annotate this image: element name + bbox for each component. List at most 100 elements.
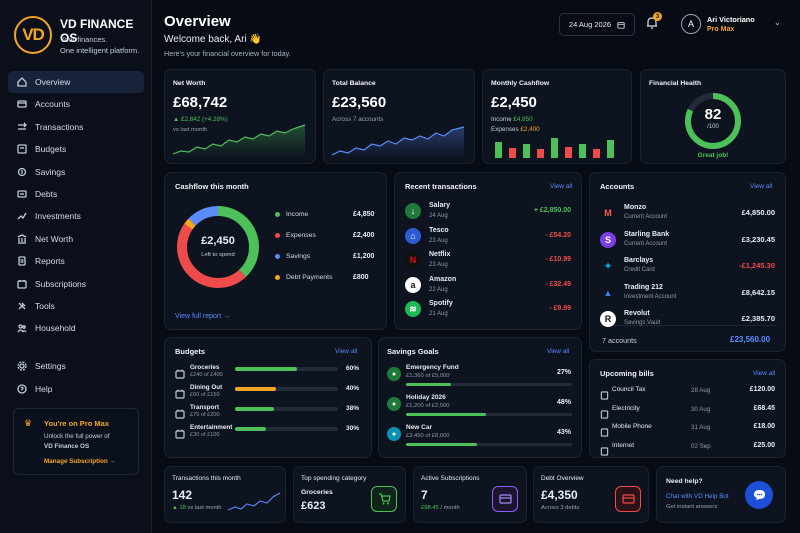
phone-icon: [600, 424, 609, 442]
bill-amount: £18.00: [753, 423, 775, 430]
budget-name[interactable]: Dining Out: [190, 384, 223, 391]
sidebar-item-label: Subscriptions: [35, 278, 87, 289]
transaction-date: 21 Aug: [429, 311, 448, 317]
transaction-date: 22 Aug: [429, 286, 448, 293]
bill-name[interactable]: Council Tax: [612, 386, 646, 393]
transaction-name[interactable]: Spotify: [429, 300, 453, 307]
recent-view-all-link[interactable]: View all: [550, 183, 573, 190]
bills-view-all-link[interactable]: View all: [753, 370, 776, 377]
budget-progress-fill: [235, 427, 266, 431]
sidebar-item-label: Household: [35, 323, 76, 334]
sidebar-item-subscriptions[interactable]: Subscriptions: [8, 273, 144, 295]
transaction-name[interactable]: Netflix: [429, 251, 451, 258]
sidebar-item-transactions[interactable]: Transactions: [8, 116, 144, 138]
cashflow-income: Income £4,850: [491, 116, 533, 123]
tesco-icon: ⌂: [405, 227, 421, 244]
budget-name[interactable]: Groceries: [190, 364, 220, 371]
goals-view-all-link[interactable]: View all: [547, 348, 570, 355]
total-balance-card[interactable]: Total Balance £23,560 Across 7 accounts: [323, 69, 475, 164]
help-card[interactable]: Need help? Chat with VD Help Bot Get ins…: [656, 466, 786, 523]
transaction-amount: + £2,850.00: [533, 207, 571, 214]
card-label: Debt Overview: [541, 475, 584, 482]
account-name[interactable]: Revolut: [624, 310, 650, 317]
sidebar-item-household[interactable]: Household: [8, 317, 144, 339]
sidebar-item-overview[interactable]: Overview: [8, 71, 144, 93]
card-title: Recent transactions: [405, 182, 477, 191]
bill-name[interactable]: Electricity: [612, 404, 640, 412]
promo-line: Unlock the full power of: [44, 433, 110, 440]
sidebar-item-help[interactable]: Help: [8, 378, 144, 400]
bill-amount: £120.00: [749, 386, 775, 393]
monthly-cashflow-card[interactable]: Monthly Cashflow £2,450 Income £4,850 Ex…: [482, 69, 632, 164]
goal-name[interactable]: New Car: [406, 424, 433, 431]
total-balance-value: £23,560: [332, 94, 387, 111]
sidebar-item-investments[interactable]: Investments: [8, 205, 144, 227]
subs-amount: £98.45 / month: [421, 505, 460, 511]
subs-count: 7: [421, 488, 428, 502]
chat-icon[interactable]: [745, 481, 773, 509]
budget-name[interactable]: Transport: [190, 404, 220, 411]
date-picker[interactable]: 24 Aug 2026: [559, 13, 635, 36]
sidebar-item-savings[interactable]: Savings: [8, 161, 144, 183]
pro-max-promo: ♛ You're on Pro Max Unlock the full powe…: [13, 408, 139, 475]
health-score: 82: [704, 106, 722, 123]
transaction-name[interactable]: Tesco: [429, 226, 449, 234]
net-worth-card[interactable]: Net Worth £68,742 ▲ £2,842 (+4.28%) vs l…: [164, 69, 316, 164]
sidebar-item-tools[interactable]: Tools: [8, 295, 144, 317]
top-spending-card[interactable]: Top spending category Groceries £623: [293, 466, 406, 523]
financial-health-card[interactable]: Financial Health 82 /100 Great job!: [640, 69, 786, 164]
legend-value: £800: [353, 274, 369, 281]
cashflow-value: £2,450: [491, 94, 537, 111]
legend-label: Income: [286, 211, 309, 218]
view-full-report-link[interactable]: View full report →: [175, 313, 231, 320]
card-title: Accounts: [600, 182, 635, 191]
budget-progress-bar: [235, 367, 338, 371]
chevron-down-icon[interactable]: ⌄: [774, 18, 781, 27]
active-subscriptions-card[interactable]: Active Subscriptions 7 £98.45 / month: [413, 466, 527, 523]
sidebar-item-label: Accounts: [35, 99, 70, 110]
sidebar-item-accounts[interactable]: Accounts: [8, 93, 144, 115]
transaction-amount: - £9.99: [549, 305, 571, 312]
sidebar-item-net-worth[interactable]: Net Worth: [8, 228, 144, 250]
account-name[interactable]: Trading 212: [624, 283, 663, 291]
goal-name[interactable]: Holiday 2026: [406, 394, 446, 401]
account-name[interactable]: Barclays: [624, 257, 654, 264]
sidebar-item-debts[interactable]: Debts: [8, 183, 144, 205]
sidebar-item-settings[interactable]: Settings: [8, 355, 144, 377]
goal-name[interactable]: Emergency Fund: [406, 364, 459, 371]
account-balance: £3,230.45: [741, 234, 775, 244]
budget-name[interactable]: Entertainment: [190, 424, 233, 431]
user-name[interactable]: Ari Victoriano: [707, 15, 755, 24]
date-value: 24 Aug 2026: [568, 20, 612, 29]
bill-amount: £68.45: [753, 404, 775, 412]
budgets-view-all-link[interactable]: View all: [335, 348, 358, 355]
subscription-card-icon: [492, 486, 518, 512]
tx-sparkline: [227, 492, 281, 511]
account-name[interactable]: Monzo: [624, 204, 647, 211]
debt-overview-card[interactable]: Debt Overview £4,350 Across 3 debts: [533, 466, 649, 523]
bill-name[interactable]: Mobile Phone: [612, 423, 652, 430]
brand-logo[interactable]: VD: [14, 16, 52, 54]
budget-sub: £60 of £150: [190, 392, 220, 398]
cashflow-expenses: Expenses £2,400: [491, 126, 540, 133]
notifications-button[interactable]: 3: [645, 12, 662, 32]
home-goal-icon: ●: [387, 367, 401, 381]
avatar[interactable]: A: [681, 14, 701, 34]
bill-name[interactable]: Internet: [612, 441, 635, 449]
help-bot-link[interactable]: Chat with VD Help Bot: [666, 493, 729, 500]
sidebar-item-budgets[interactable]: Budgets: [8, 138, 144, 160]
goal-percent: 43%: [556, 429, 571, 436]
manage-subscription-link[interactable]: Manage Subscription →: [44, 458, 116, 465]
sidebar-item-reports[interactable]: Reports: [8, 250, 144, 272]
account-name[interactable]: Starling Bank: [624, 230, 670, 238]
welcome-subtitle: Here's your financial overview for today…: [164, 49, 291, 58]
transaction-name[interactable]: Amazon: [429, 275, 457, 283]
home-icon: [17, 77, 27, 87]
transactions-month-card[interactable]: Transactions this month 142 ▲ 18 vs last…: [164, 466, 286, 523]
goal-progress-bar: [406, 413, 572, 416]
transaction-name[interactable]: Salary: [429, 202, 451, 209]
help-sub: Get instant answers: [666, 504, 718, 510]
card-title: Upcoming bills: [600, 369, 654, 378]
accounts-view-all-link[interactable]: View all: [750, 183, 773, 190]
total-balance-sub: Across 7 accounts: [332, 116, 384, 123]
